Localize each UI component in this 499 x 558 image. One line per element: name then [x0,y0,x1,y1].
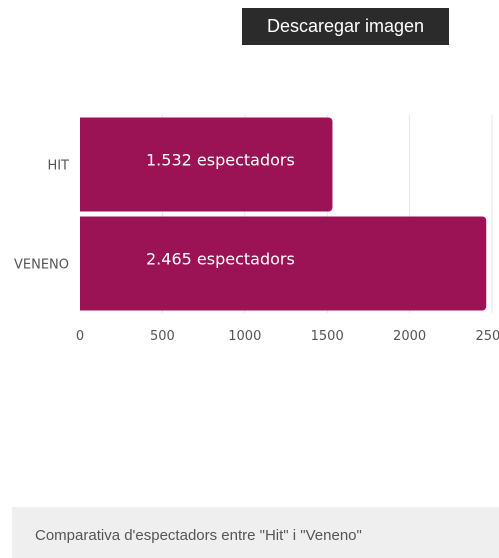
category-label: VENENO [14,258,69,273]
bar-edge [80,117,86,212]
bar [80,117,333,212]
bars: 1.532 espectadors 2.465 espectadors [80,117,487,311]
category-label: HIT [47,159,69,174]
x-tick-label: 1000 [228,329,261,344]
chart-caption: Comparativa d'espectadors entre "Hit" i … [35,527,362,544]
bar-data-label: 2.465 espectadors [146,250,295,269]
bar-chart: 1.532 espectadors 2.465 espectadors HIT VE… [14,115,499,344]
bar-data-label: 1.532 espectadors [146,151,295,170]
chart-caption-box: Comparativa d'espectadors entre "Hit" i … [12,507,499,558]
x-tick-label: 2500 [475,329,499,344]
x-tick-labels: 0 500 1000 1500 2000 2500 [76,329,499,344]
x-tick-label: 500 [150,329,175,344]
bar-edge [80,216,86,311]
download-image-button[interactable]: Descaregar imagen [242,8,449,45]
x-tick-label: 0 [76,329,84,344]
x-tick-label: 2000 [393,329,426,344]
bar [80,216,487,311]
x-tick-label: 1500 [311,329,344,344]
category-labels: HIT VENENO [14,159,69,273]
